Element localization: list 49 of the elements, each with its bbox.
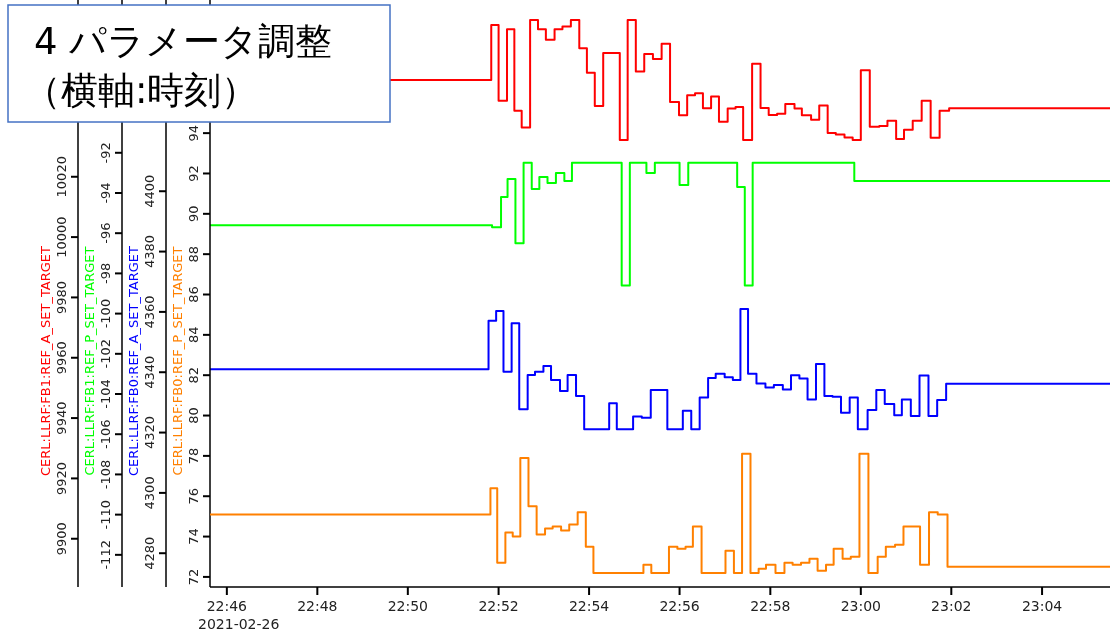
y-tick-label: 80 bbox=[186, 407, 201, 424]
x-tick-label: 22:48 bbox=[297, 598, 338, 614]
y-tick-label: 4380 bbox=[142, 235, 157, 269]
y-tick-label: 4320 bbox=[142, 416, 157, 450]
x-tick-label: 22:56 bbox=[659, 598, 700, 614]
y-tick-label: 90 bbox=[186, 205, 201, 223]
y-tick-label: 4400 bbox=[142, 174, 157, 208]
y-tick-label: -92 bbox=[98, 142, 113, 164]
x-tick-label: 23:04 bbox=[1021, 598, 1063, 614]
y-tick-label: 9940 bbox=[54, 401, 69, 435]
text: 2021-02-26 bbox=[198, 616, 280, 630]
y-tick-label: -104 bbox=[98, 379, 113, 409]
y-tick-label: -106 bbox=[98, 419, 113, 449]
y-tick-label: -96 bbox=[98, 222, 113, 244]
y-tick-label: -98 bbox=[98, 262, 113, 285]
y-tick-label: 9980 bbox=[54, 280, 69, 314]
y-tick-label: 72 bbox=[186, 568, 201, 586]
y-tick-label: 4360 bbox=[142, 295, 157, 329]
x-tick-label: 22:50 bbox=[387, 598, 429, 614]
y-tick-label: 78 bbox=[186, 447, 201, 465]
y-tick-label: 94 bbox=[186, 124, 201, 142]
y-tick-label: 10020 bbox=[54, 156, 69, 198]
y-tick-label: 92 bbox=[186, 165, 201, 182]
y-tick-label: 4300 bbox=[142, 476, 157, 510]
y-tick-label: -100 bbox=[98, 298, 113, 329]
y-tick-label: 9920 bbox=[54, 461, 69, 495]
y-tick-label: -94 bbox=[98, 182, 113, 204]
y-tick-label: 10000 bbox=[54, 216, 69, 258]
y-tick-label: 74 bbox=[186, 528, 201, 545]
y-tick-label: 4340 bbox=[142, 355, 157, 389]
x-tick-label: 23:00 bbox=[840, 598, 881, 614]
title-box: 4 パラメータ調整 （横軸:時刻） bbox=[7, 4, 391, 123]
y-tick-label: 4280 bbox=[142, 536, 157, 570]
y-tick-label: 84 bbox=[186, 326, 201, 344]
y-tick-label: 76 bbox=[186, 487, 201, 505]
y-tick-label: 88 bbox=[186, 245, 201, 263]
y-tick-label: -102 bbox=[98, 339, 113, 369]
x-tick-label: 22:58 bbox=[750, 598, 791, 614]
x-tick-label: 22:52 bbox=[478, 598, 519, 614]
y-tick-label: -110 bbox=[98, 499, 113, 530]
x-tick-label: 22:46 bbox=[206, 598, 248, 614]
x-tick-label: 23:02 bbox=[931, 598, 972, 614]
y-tick-label: 86 bbox=[186, 286, 201, 303]
y-tick-label: 9900 bbox=[54, 522, 69, 556]
y-tick-label: 82 bbox=[186, 366, 201, 384]
y-tick-label: -112 bbox=[98, 540, 113, 570]
x-tick-label: 22:54 bbox=[568, 598, 610, 614]
y-tick-label: -108 bbox=[98, 459, 113, 490]
y-tick-label: 9960 bbox=[54, 341, 69, 375]
